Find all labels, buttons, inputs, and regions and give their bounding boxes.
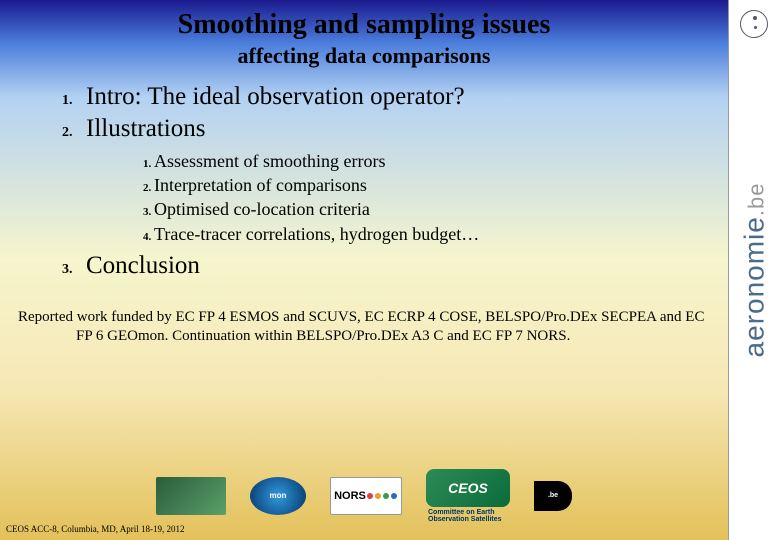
outline-item: Conclusion	[76, 252, 710, 280]
outline-item-label: Conclusion	[86, 252, 200, 279]
nors-logo: NORS	[330, 477, 402, 515]
side-brand-text: aeronomie.be	[739, 183, 771, 358]
belspo-logo: .be	[534, 481, 572, 511]
outline-item-label: Intro: The ideal observation operator?	[86, 83, 465, 110]
outline-list: Intro: The ideal observation operator? I…	[18, 83, 710, 280]
outline-subitem: Trace-tracer correlations, hydrogen budg…	[154, 222, 710, 246]
geomon-logo: mon	[250, 477, 306, 515]
nors-dot-icon	[375, 493, 381, 499]
aeronomie-icon	[740, 10, 768, 38]
ceos-full-label: Committee on Earth Observation Satellite…	[428, 509, 508, 523]
nors-dot-icon	[367, 493, 373, 499]
side-brand-suffix: .be	[744, 183, 769, 217]
outline-subitem: Assessment of smoothing errors	[154, 149, 710, 173]
logo-row: mon NORS CEOS Committee on Earth Observa…	[0, 473, 728, 518]
side-brand-bar: aeronomie.be	[728, 0, 780, 540]
outline-item-label: Illustrations	[86, 115, 205, 142]
nors-label: NORS	[334, 490, 366, 502]
outline-item: Illustrations Assessment of smoothing er…	[76, 115, 710, 246]
outline-subitem: Optimised co-location criteria	[154, 197, 710, 221]
ceos-logo: CEOS	[426, 469, 510, 507]
outline-item: Intro: The ideal observation operator?	[76, 83, 710, 111]
slide-body: Smoothing and sampling issues affecting …	[0, 0, 728, 540]
outline-sublist: Assessment of smoothing errors Interpret…	[86, 149, 710, 246]
satellite-logo	[156, 477, 226, 515]
side-brand-main: aeronomie	[739, 216, 770, 357]
nors-dot-icon	[391, 493, 397, 499]
footer-credit: CEOS ACC-8, Columbia, MD, April 18-19, 2…	[6, 524, 185, 534]
slide-subtitle: affecting data comparisons	[18, 43, 710, 69]
nors-dot-icon	[383, 493, 389, 499]
slide-title: Smoothing and sampling issues	[18, 10, 710, 41]
outline-subitem: Interpretation of comparisons	[154, 173, 710, 197]
acknowledgement-text: Reported work funded by EC FP 4 ESMOS an…	[76, 308, 710, 347]
